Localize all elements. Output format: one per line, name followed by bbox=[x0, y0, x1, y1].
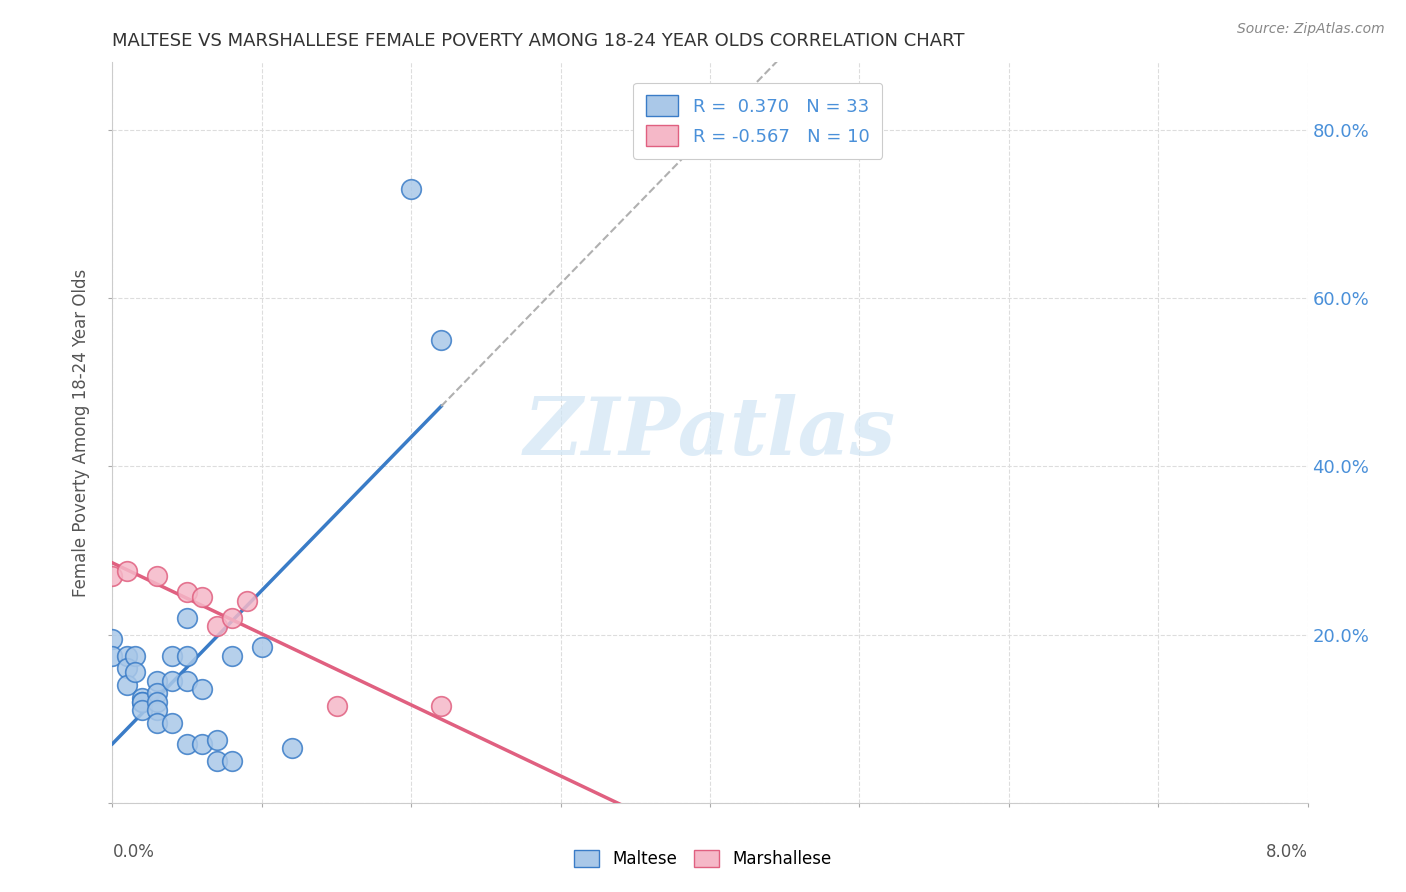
Point bbox=[131, 703, 153, 717]
Point bbox=[101, 632, 124, 646]
Point bbox=[205, 732, 228, 747]
Legend: R =  0.370   N = 33, R = -0.567   N = 10: R = 0.370 N = 33, R = -0.567 N = 10 bbox=[633, 83, 883, 159]
Point bbox=[205, 754, 228, 768]
Point bbox=[117, 565, 139, 579]
Point bbox=[124, 648, 146, 663]
Point bbox=[205, 619, 228, 633]
Point bbox=[146, 686, 169, 700]
Point bbox=[131, 690, 153, 705]
Point bbox=[117, 661, 139, 675]
Point bbox=[101, 568, 124, 582]
Point bbox=[176, 673, 198, 688]
Point bbox=[176, 610, 198, 624]
Point bbox=[146, 695, 169, 709]
Point bbox=[325, 699, 347, 714]
Point bbox=[131, 695, 153, 709]
Point bbox=[131, 695, 153, 709]
Point bbox=[191, 590, 214, 604]
Text: ZIPatlas: ZIPatlas bbox=[524, 394, 896, 471]
Point bbox=[117, 648, 139, 663]
Point bbox=[146, 715, 169, 730]
Point bbox=[101, 648, 124, 663]
Point bbox=[221, 648, 243, 663]
Point bbox=[162, 673, 183, 688]
Point bbox=[176, 737, 198, 751]
Point bbox=[281, 741, 304, 756]
Point bbox=[430, 333, 453, 347]
Point bbox=[176, 585, 198, 599]
Point bbox=[146, 703, 169, 717]
Point bbox=[162, 715, 183, 730]
Point bbox=[124, 665, 146, 680]
Text: Source: ZipAtlas.com: Source: ZipAtlas.com bbox=[1237, 22, 1385, 37]
Point bbox=[236, 594, 259, 608]
Point bbox=[191, 737, 214, 751]
Point bbox=[221, 610, 243, 624]
Point bbox=[430, 699, 453, 714]
Point bbox=[176, 648, 198, 663]
Text: 0.0%: 0.0% bbox=[112, 843, 155, 861]
Text: MALTESE VS MARSHALLESE FEMALE POVERTY AMONG 18-24 YEAR OLDS CORRELATION CHART: MALTESE VS MARSHALLESE FEMALE POVERTY AM… bbox=[112, 32, 965, 50]
Point bbox=[250, 640, 273, 655]
Point bbox=[162, 648, 183, 663]
Point bbox=[146, 568, 169, 582]
Point bbox=[117, 678, 139, 692]
Legend: Maltese, Marshallese: Maltese, Marshallese bbox=[568, 843, 838, 875]
Point bbox=[146, 673, 169, 688]
Y-axis label: Female Poverty Among 18-24 Year Olds: Female Poverty Among 18-24 Year Olds bbox=[72, 268, 90, 597]
Point bbox=[221, 754, 243, 768]
Point bbox=[191, 682, 214, 697]
Text: 8.0%: 8.0% bbox=[1265, 843, 1308, 861]
Point bbox=[401, 181, 423, 195]
